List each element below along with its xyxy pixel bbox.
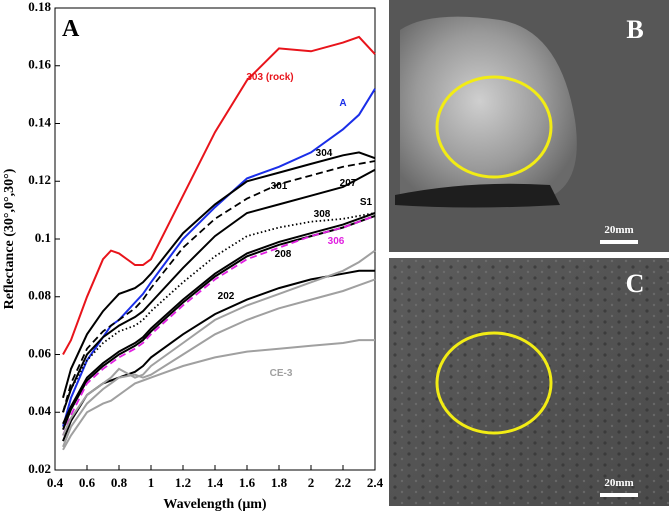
curve-label: 208 [275,249,292,260]
curve-label: 202 [218,291,235,302]
panel-label: C [626,269,645,298]
spectrum-line [62,212,376,413]
curve-label: 306 [328,236,345,247]
sample-circle [435,75,553,179]
rock [400,16,577,204]
panel-label: B [626,15,643,44]
spectrum-line [62,339,375,451]
spectrum-line [62,214,376,430]
y-tick-label: 0.06 [28,345,51,360]
curve-label: CE-3 [270,368,293,379]
x-axis-label: Wavelength (μm) [163,497,267,512]
y-tick-label: 0.16 [28,57,51,72]
curve-label: 303 (rock) [246,72,293,83]
scale-label: 20mm [604,477,633,489]
spectrum-line [62,35,376,355]
y-tick-label: 0.1 [35,230,51,245]
x-tick-label: 0.4 [47,475,64,490]
y-axis-label: Reflectance (30°,0°,30°) [2,168,17,309]
curve-label: A [339,98,346,109]
x-tick-label: 1.8 [271,475,288,490]
y-tick-label: 0.08 [28,288,51,303]
x-tick-label: 0.8 [111,475,128,490]
rock-shadow [395,183,560,208]
curve-label: 308 [314,209,331,220]
curve-label: S1 [360,197,373,208]
spectrum-line [62,212,376,425]
panel-label: A [62,16,80,42]
spectrum-line [62,215,376,436]
x-tick-label: 2 [308,475,315,490]
spectrum-line [62,151,376,399]
spectrum-line [62,88,376,427]
y-tick-label: 0.04 [28,403,51,418]
curve-label: 304 [316,148,333,159]
y-tick-label: 0.18 [28,0,51,14]
x-tick-label: 1.6 [239,475,256,490]
y-tick-label: 0.14 [28,114,51,129]
x-tick-label: 2.4 [367,475,384,490]
x-tick-label: 0.6 [79,475,96,490]
y-tick-label: 0.02 [28,461,51,476]
y-tick-label: 0.12 [28,172,51,187]
spectrum-line [62,249,376,436]
spectrum-line [62,160,376,413]
scale-bar [600,240,638,244]
spectrum-line [62,168,376,413]
x-tick-label: 1.4 [207,475,224,490]
curve-label: 207 [340,178,357,189]
curve-label: 301 [271,181,288,192]
x-tick-label: 1.2 [175,475,191,490]
scale-label: 20mm [604,224,633,236]
scale-bar [600,493,638,497]
x-tick-label: 2.2 [335,475,351,490]
x-tick-label: 1 [148,475,155,490]
sample-circle [435,331,553,435]
spectrum-line [62,278,376,448]
